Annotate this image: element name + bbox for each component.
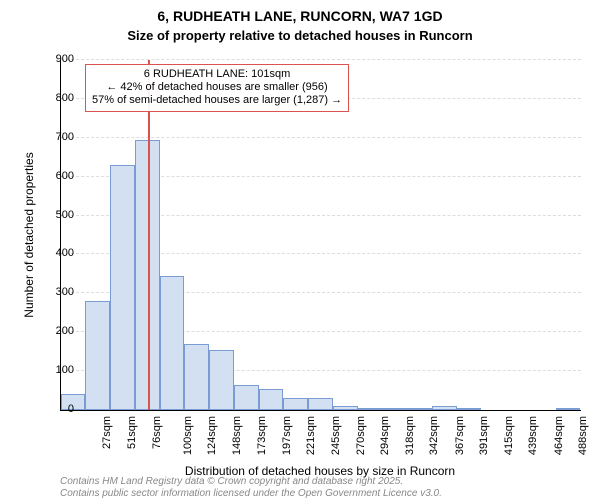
y-tick-label: 500 bbox=[34, 209, 74, 221]
x-tick-label: 270sqm bbox=[355, 416, 367, 455]
histogram-bar bbox=[556, 408, 580, 410]
y-tick-label: 900 bbox=[34, 53, 74, 65]
x-tick-label: 294sqm bbox=[380, 416, 392, 455]
annotation-line3: 57% of semi-detached houses are larger (… bbox=[92, 94, 342, 107]
x-tick-label: 439sqm bbox=[527, 416, 539, 455]
footer-line1: Contains HM Land Registry data © Crown c… bbox=[60, 476, 403, 487]
property-marker bbox=[148, 60, 150, 410]
histogram-bar bbox=[184, 344, 208, 410]
x-tick-label: 318sqm bbox=[404, 416, 416, 455]
x-tick-label: 51sqm bbox=[126, 416, 138, 449]
y-tick-label: 200 bbox=[34, 325, 74, 337]
x-tick-label: 197sqm bbox=[281, 416, 293, 455]
x-tick-label: 245sqm bbox=[330, 416, 342, 455]
chart-subtitle: Size of property relative to detached ho… bbox=[0, 28, 600, 43]
y-tick-label: 400 bbox=[34, 247, 74, 259]
x-tick-label: 27sqm bbox=[101, 416, 113, 449]
histogram-bar bbox=[85, 301, 109, 410]
y-tick-label: 300 bbox=[34, 286, 74, 298]
x-tick-label: 124sqm bbox=[206, 416, 218, 455]
plot-area bbox=[60, 60, 581, 411]
histogram-bar bbox=[160, 276, 184, 410]
y-tick-label: 800 bbox=[34, 92, 74, 104]
annotation-line2: ← 42% of detached houses are smaller (95… bbox=[92, 81, 342, 94]
x-tick-label: 415sqm bbox=[503, 416, 515, 455]
histogram-bar bbox=[382, 408, 406, 410]
x-tick-label: 488sqm bbox=[577, 416, 589, 455]
histogram-bar bbox=[283, 398, 307, 410]
histogram-bar bbox=[333, 406, 357, 410]
histogram-bar bbox=[358, 408, 382, 410]
y-axis-label: Number of detached properties bbox=[22, 135, 36, 335]
x-tick-label: 76sqm bbox=[151, 416, 163, 449]
histogram-bar bbox=[110, 165, 135, 410]
histogram-bar bbox=[259, 389, 283, 410]
chart-container bbox=[60, 60, 580, 410]
gridline bbox=[61, 59, 581, 60]
y-tick-label: 700 bbox=[34, 131, 74, 143]
histogram-bar bbox=[407, 408, 432, 410]
x-tick-label: 342sqm bbox=[429, 416, 441, 455]
histogram-bar bbox=[209, 350, 234, 410]
x-tick-label: 148sqm bbox=[231, 416, 243, 455]
annotation-box: 6 RUDHEATH LANE: 101sqm ← 42% of detache… bbox=[85, 64, 349, 112]
histogram-bar bbox=[432, 406, 456, 410]
y-tick-label: 100 bbox=[34, 364, 74, 376]
histogram-bar bbox=[308, 398, 333, 410]
x-tick-label: 367sqm bbox=[454, 416, 466, 455]
x-tick-label: 464sqm bbox=[553, 416, 565, 455]
x-tick-label: 221sqm bbox=[305, 416, 317, 455]
histogram-bar bbox=[234, 385, 258, 410]
x-tick-label: 100sqm bbox=[182, 416, 194, 455]
x-tick-label: 173sqm bbox=[256, 416, 268, 455]
footer-line2: Contains public sector information licen… bbox=[60, 488, 442, 499]
x-tick-label: 391sqm bbox=[479, 416, 491, 455]
y-tick-label: 600 bbox=[34, 170, 74, 182]
gridline bbox=[61, 137, 581, 138]
y-tick-label: 0 bbox=[34, 403, 74, 415]
histogram-bar bbox=[457, 408, 481, 410]
chart-title: 6, RUDHEATH LANE, RUNCORN, WA7 1GD bbox=[0, 8, 600, 24]
annotation-line1: 6 RUDHEATH LANE: 101sqm bbox=[92, 68, 342, 81]
